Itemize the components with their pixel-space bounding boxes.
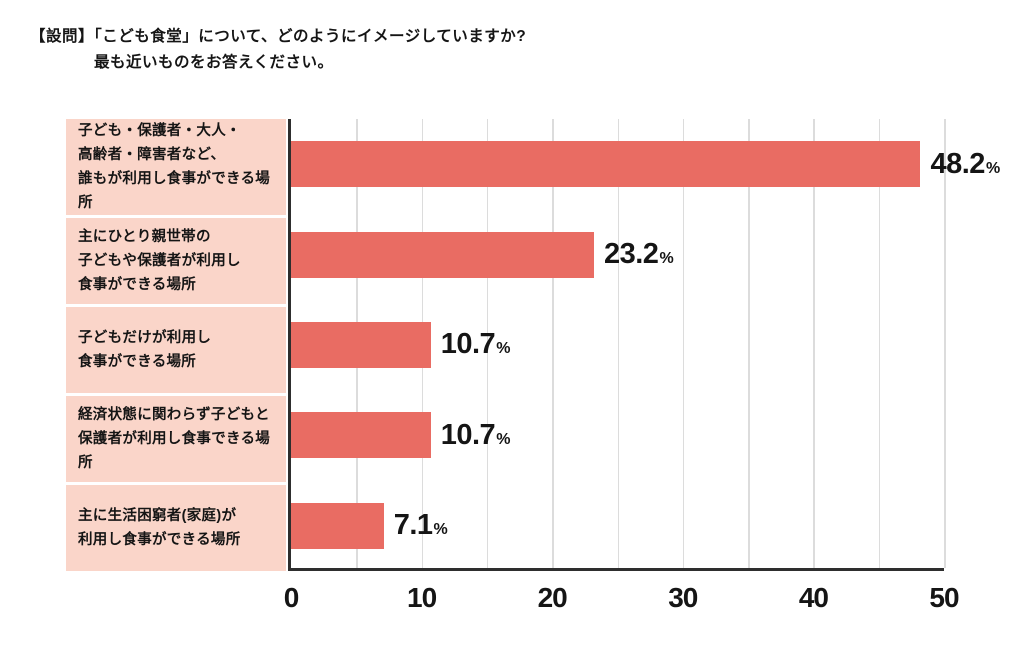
- category-label-line: 子どもだけが利用し: [78, 330, 212, 346]
- category-label: 主にひとり親世帯の子どもや保護者が利用し 食事ができる場所: [66, 218, 286, 304]
- category-label-line: 利用し食事ができる場所: [78, 532, 241, 548]
- category-label-line: 子どもや保護者が利用し: [78, 253, 241, 269]
- category-label-column: 子ども・保護者・大人・ 高齢者・障害者など、誰もが利用し食事ができる場所主にひとり…: [66, 119, 286, 571]
- bar-row: 23.2%: [291, 209, 944, 299]
- value-label: 10.7%: [440, 418, 511, 452]
- value-number: 48.2: [930, 147, 985, 180]
- chart-title: 【設問】「こども食堂」について、どのようにイメージしていますか? 最も近いものを…: [30, 24, 526, 76]
- category-label-line: 食事ができる場所: [78, 277, 197, 293]
- bar-row: 10.7%: [291, 300, 944, 390]
- value-percent-suffix: %: [496, 430, 510, 448]
- x-axis-tick-labels: 0 10 20 30 40 50: [284, 582, 960, 618]
- category-label-line: 誰もが利用し食事ができる場所: [78, 171, 271, 211]
- category-label-line: 食事ができる場所: [78, 354, 197, 370]
- value-percent-suffix: %: [496, 340, 510, 358]
- x-tick-label: 40: [798, 582, 829, 613]
- value-number: 10.7: [440, 328, 496, 361]
- category-label-line: 子ども・保護者・大人・: [78, 123, 241, 139]
- bar-row: 7.1%: [291, 481, 944, 571]
- grid-line: [748, 119, 750, 568]
- category-label-line: 経済状態に関わらず子どもと: [78, 407, 270, 423]
- bar: [291, 231, 594, 278]
- bar: [291, 321, 431, 368]
- grid-line: [552, 119, 554, 568]
- category-label-line: 主に生活困窮者(家庭)が: [78, 508, 237, 524]
- grid-line: [682, 119, 685, 568]
- x-tick-label: 50: [929, 582, 959, 613]
- category-label: 子どもだけが利用し 食事ができる場所: [66, 307, 286, 393]
- chart-title-line-1: 【設問】「こども食堂」について、どのようにイメージしていますか?: [30, 28, 527, 45]
- bar: [291, 141, 921, 188]
- x-axis-line: [288, 568, 944, 571]
- value-label: 7.1%: [394, 509, 448, 542]
- value-label: 48.2%: [930, 147, 1000, 181]
- category-label: 子ども・保護者・大人・ 高齢者・障害者など、誰もが利用し食事ができる場所: [66, 119, 286, 215]
- bar: [291, 412, 431, 459]
- y-axis-line: [288, 119, 291, 571]
- grid-line: [813, 119, 815, 568]
- category-label-line: 主にひとり親世帯の: [78, 229, 211, 245]
- grid-line: [617, 119, 619, 568]
- grid-line: [944, 119, 946, 568]
- x-tick-label: 0: [283, 582, 300, 613]
- value-percent-suffix: %: [985, 159, 1000, 177]
- grid-line: [878, 119, 881, 568]
- bar-row: 10.7%: [291, 390, 944, 480]
- bar-row: 48.2%: [291, 119, 1000, 209]
- grid-line: [486, 119, 489, 568]
- plot-area: 48.2% 23.2% 10.7% 10.7% 7.1%: [288, 119, 1000, 571]
- value-label: 23.2%: [603, 238, 674, 271]
- value-number: 10.7: [440, 418, 496, 451]
- category-label: 経済状態に関わらず子どもと保護者が利用し食事できる場所: [66, 396, 286, 482]
- value-percent-suffix: %: [659, 250, 674, 268]
- category-label: 主に生活困窮者(家庭)が 利用し食事ができる場所: [66, 485, 286, 571]
- x-tick-label: 20: [537, 582, 568, 613]
- value-number: 7.1: [393, 509, 433, 542]
- category-label-line: 保護者が利用し食事できる場所: [78, 431, 271, 471]
- bar: [291, 502, 384, 549]
- value-label: 10.7%: [440, 328, 511, 361]
- value-percent-suffix: %: [433, 521, 448, 539]
- category-label-line: 高齢者・障害者など、: [78, 147, 226, 163]
- value-number: 23.2: [603, 238, 659, 271]
- x-tick-label: 10: [407, 582, 437, 613]
- chart-title-line-2: 最も近いものをお答えください。: [94, 54, 334, 71]
- x-tick-label: 30: [668, 582, 698, 613]
